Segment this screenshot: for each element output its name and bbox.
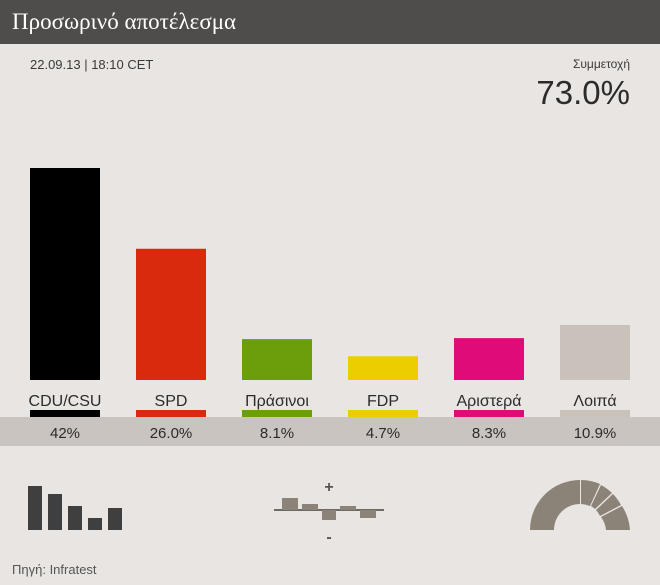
category-label-3: Πράσινοι xyxy=(245,393,309,410)
color-swatch-1 xyxy=(30,410,100,417)
results-bar-chart: CDU/CSU 42% SPD 26.0% Πράσινοι 8.1% FDP 4.7% Αρι… xyxy=(0,168,660,446)
category-label-6: Λοιπά xyxy=(573,393,616,410)
category-label-2: SPD xyxy=(155,393,188,410)
color-swatch-3 xyxy=(242,410,312,417)
bar-1[interactable] xyxy=(30,168,100,380)
bar-chart-icon[interactable] xyxy=(28,484,128,530)
value-label-6: 10.9% xyxy=(574,425,617,442)
value-label-4: 4.7% xyxy=(366,425,400,442)
page-title: Προσωρινό αποτέλεσμα xyxy=(0,0,660,44)
bar-5[interactable] xyxy=(454,338,524,380)
source-note: Πηγή: Infratest xyxy=(12,562,97,577)
value-label-3: 8.1% xyxy=(260,425,294,442)
color-swatch-4 xyxy=(348,410,418,417)
turnout-value: 73.0% xyxy=(536,74,630,111)
bar-6[interactable] xyxy=(560,324,630,380)
color-swatch-2 xyxy=(136,410,206,417)
value-label-1: 42% xyxy=(50,425,80,442)
bar-3[interactable] xyxy=(242,339,312,380)
svg-text:+: + xyxy=(324,479,333,496)
color-swatch-5 xyxy=(454,410,524,417)
gains-losses-icon[interactable]: + - xyxy=(274,478,384,544)
category-label-1: CDU/CSU xyxy=(29,393,102,410)
svg-text:-: - xyxy=(326,529,331,544)
turnout-label: Συμμετοχή xyxy=(572,57,630,71)
timestamp: 22.09.13 | 18:10 CET xyxy=(30,57,154,72)
value-strip xyxy=(0,417,660,446)
category-label-4: FDP xyxy=(367,393,399,410)
value-label-2: 26.0% xyxy=(150,425,193,442)
bar-2[interactable] xyxy=(136,248,206,380)
bar-4[interactable] xyxy=(348,356,418,380)
category-label-5: Αριστερά xyxy=(456,393,521,410)
value-label-5: 8.3% xyxy=(472,425,506,442)
color-swatch-6 xyxy=(560,410,630,417)
seat-distribution-icon[interactable] xyxy=(528,478,632,532)
